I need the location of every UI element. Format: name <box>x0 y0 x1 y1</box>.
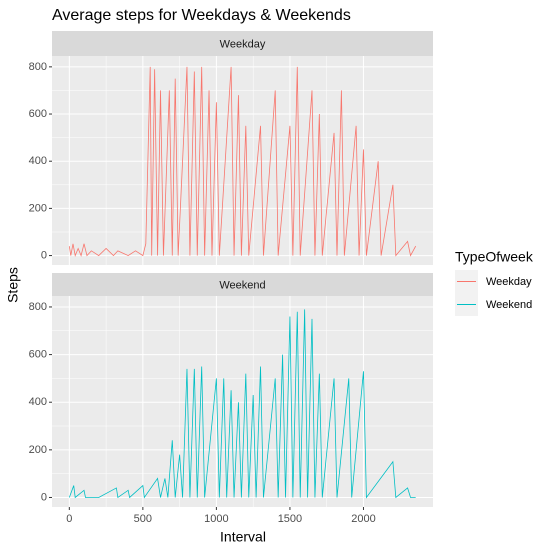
line <box>68 66 417 257</box>
x-axis-label: Interval <box>220 529 266 545</box>
x-tick-label: 0 <box>66 513 72 525</box>
y-tick-label: 400 <box>29 396 47 408</box>
legend-label: Weekend <box>486 299 532 311</box>
x-tick-label: 1000 <box>204 513 228 525</box>
facet-label: Weekend <box>219 279 265 291</box>
facet-label: Weekday <box>220 38 266 50</box>
chart-title: Average steps for Weekdays & Weekends <box>52 7 351 24</box>
facet-strip <box>52 273 433 296</box>
x-tick-label: 500 <box>134 513 152 525</box>
facet-strip <box>52 31 433 56</box>
legend-label: Weekday <box>486 276 532 288</box>
y-tick-label: 200 <box>29 444 47 456</box>
y-axis-label: Steps <box>5 267 21 303</box>
line <box>68 309 416 499</box>
y-tick-label: 0 <box>41 249 47 261</box>
x-tick-label: 2000 <box>351 513 375 525</box>
y-tick-label: 200 <box>29 202 47 214</box>
legend-title: TypeOfweek <box>455 249 534 265</box>
y-tick-label: 600 <box>29 108 47 120</box>
y-tick-label: 600 <box>29 348 47 360</box>
x-tick-label: 1500 <box>278 513 302 525</box>
y-tick-label: 800 <box>29 301 47 313</box>
y-tick-label: 400 <box>29 155 47 167</box>
y-tick-label: 0 <box>41 491 47 503</box>
y-tick-label: 800 <box>29 61 47 73</box>
